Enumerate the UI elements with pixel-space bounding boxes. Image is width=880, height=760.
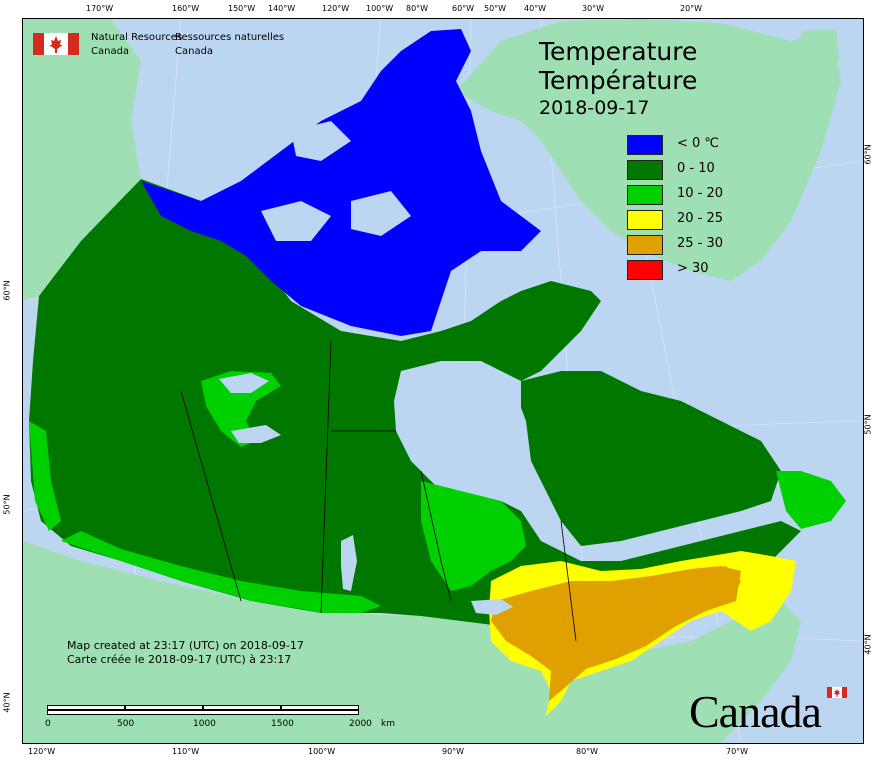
top-tick: 170°W [86,4,114,13]
top-tick: 120°W [322,4,350,13]
warm-patch-newfoundland [776,471,846,529]
scale-label: 1500 [271,719,294,729]
canada-wordmark: Canada [689,686,847,737]
map-title-fr: Température [539,66,698,95]
top-tick: 30°W [582,4,605,13]
hudson-bay [394,361,546,511]
lake-winnipeg [341,535,357,591]
scale-segment [47,705,125,710]
legend-swatch [627,235,663,255]
canada-flag-icon [33,33,79,55]
iceland [801,29,839,67]
legend-label: < 0 ℃ [677,136,720,151]
left-tick: 40°N [2,692,12,713]
warm-patch-westcoast [29,421,61,531]
legend-item: 10 - 20 [627,185,787,207]
hot-25-30-maritimes [701,566,741,601]
warm-patch-mackenzie [201,371,281,447]
arctic-cold [141,29,541,336]
legend-swatch [627,135,663,155]
top-tick: 150°W [228,4,256,13]
scale-unit: km [381,719,395,729]
scale-label: 2000 [349,719,372,729]
hot-25-30 [491,566,741,701]
scale-label: 0 [45,719,51,729]
top-tick: 140°W [268,4,296,13]
alaska [23,19,141,301]
right-tick: 50°N [863,414,873,435]
labrador-quebec [521,371,781,546]
legend-label: 10 - 20 [677,186,724,201]
map-date: 2018-09-17 [539,97,650,119]
legend-swatch [627,160,663,180]
provincial-borders [180,340,577,642]
warm-patch-prairies [61,531,381,613]
arctic-water-1 [261,201,331,241]
created-en: Map created at 23:17 (UTC) on 2018-09-17 [67,639,304,652]
scale-label: 1000 [193,719,216,729]
legend-label: 0 - 10 [677,161,715,176]
map-created-note: Map created at 23:17 (UTC) on 2018-09-17… [67,639,304,667]
legend-panel: Temperature Température 2018-09-17 < 0 ℃… [539,37,723,280]
top-tick: 20°W [680,4,703,13]
agency-name-fr-line2: Canada [175,46,214,57]
legend-item: 20 - 25 [627,210,787,232]
legend-item: > 30 [627,260,787,282]
legend-item: 25 - 30 [627,235,787,257]
map-title-en: Temperature [539,37,698,66]
left-tick: 60°N [2,280,12,301]
legend-item: < 0 ℃ [627,135,787,157]
agency-name-en-line1: Natural Resources [91,32,183,43]
left-tick: 50°N [2,494,12,515]
wordmark-text: Canada [689,686,822,737]
agency-name-fr: Ressources naturelles Canada [175,31,284,59]
top-tick: 60°W [452,4,475,13]
legend-swatch [627,185,663,205]
scale-segment [203,705,281,710]
map-canvas[interactable]: Natural Resources Canada Ressources natu… [22,18,864,744]
scale-segment [47,710,359,715]
scale-label: 500 [117,719,135,729]
lake-superior [471,599,513,615]
bottom-tick: 100°W [308,747,336,756]
great-bear-lake [219,373,269,393]
arctic-water-3 [291,121,351,161]
bottom-tick: 80°W [576,747,599,756]
top-tick: 50°W [484,4,507,13]
agency-name-en: Natural Resources Canada [91,31,182,59]
top-tick: 160°W [172,4,200,13]
agency-name-fr-line1: Ressources naturelles [175,32,285,43]
legend-label: > 30 [677,261,709,276]
scale-segment [281,705,359,710]
warm-patch-ontario [421,481,526,591]
top-tick: 80°W [406,4,429,13]
usa [23,541,801,743]
bottom-tick: 70°W [726,747,749,756]
wordmark-flag-icon [827,687,847,698]
created-fr: Carte créée le 2018-09-17 (UTC) à 23:17 [67,653,292,666]
agency-name-en-line2: Canada [91,46,130,57]
arctic-water-2 [351,191,411,236]
legend-label: 25 - 30 [677,236,724,251]
canada-0-10 [29,179,801,626]
bottom-tick: 110°W [172,747,200,756]
top-tick: 100°W [366,4,394,13]
legend-label: 20 - 25 [677,211,724,226]
legend-item: 0 - 10 [627,160,787,182]
right-tick: 60°N [863,144,873,165]
legend-swatch [627,260,663,280]
bottom-tick: 90°W [442,747,465,756]
right-tick: 40°N [863,634,873,655]
legend-swatch [627,210,663,230]
top-tick: 40°W [524,4,547,13]
bottom-tick: 120°W [28,747,56,756]
temperature-map[interactable] [23,19,863,743]
scale-segment [125,705,203,710]
great-slave-lake [231,425,281,443]
